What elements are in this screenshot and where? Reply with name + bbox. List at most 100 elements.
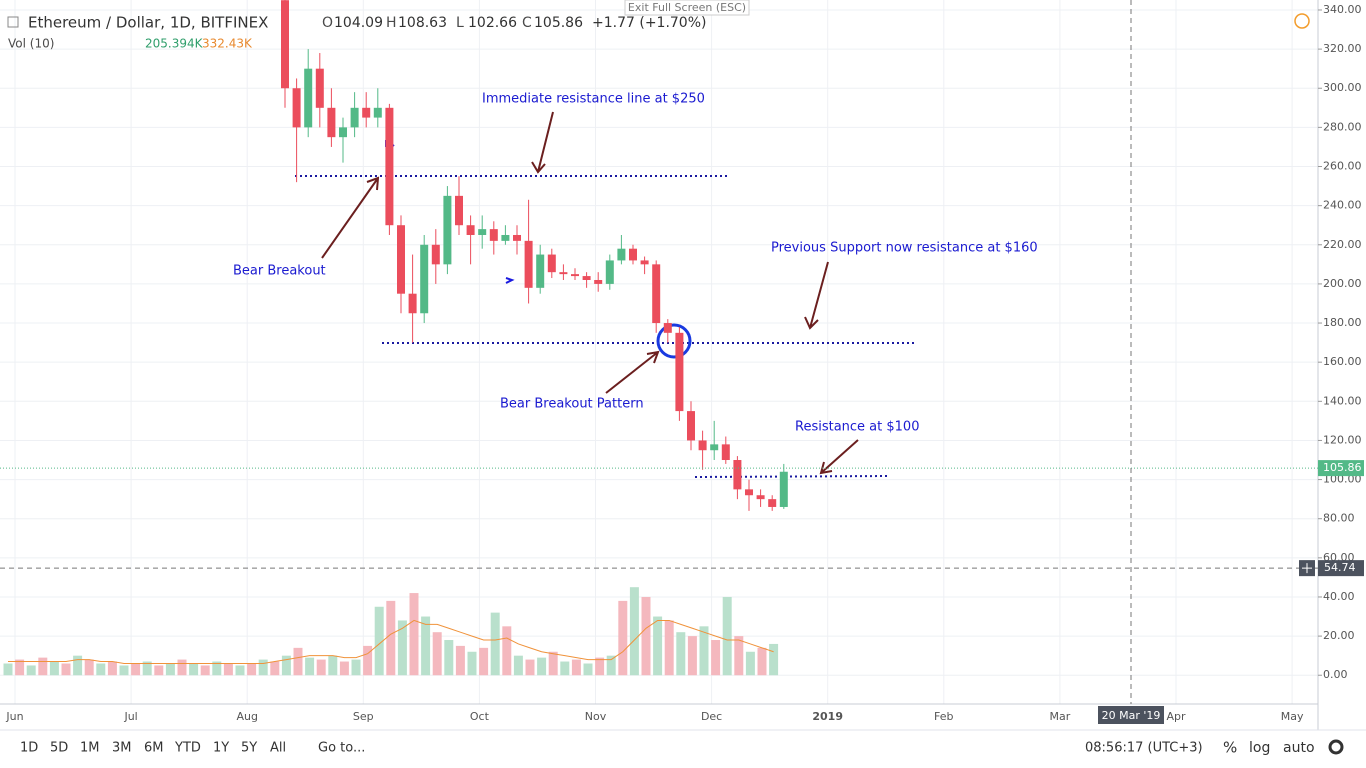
candle-body <box>431 244 440 265</box>
auto-toggle[interactable]: auto <box>1283 740 1315 756</box>
volume-bar <box>757 647 767 676</box>
volume-bar <box>687 636 697 676</box>
volume-bar <box>629 587 639 676</box>
candle-body <box>629 248 637 261</box>
volume-ma-line <box>8 619 774 664</box>
candle-body <box>315 68 324 108</box>
ohlc-value: 102.66 <box>468 15 517 31</box>
exit-label[interactable]: Exit Full Screen (ESC) <box>628 1 746 14</box>
volume-title: Vol (10) <box>8 37 54 51</box>
annotation: Resistance at $100 <box>795 420 919 435</box>
volume-bar <box>595 657 605 676</box>
volume-bar <box>235 665 245 676</box>
candle-body <box>478 229 487 235</box>
volume-bar <box>722 596 732 676</box>
candle-body <box>710 444 719 451</box>
volume-bar <box>15 659 25 676</box>
alert-icon[interactable] <box>1294 13 1310 29</box>
volume-value: 205.394K <box>145 37 204 51</box>
volume-bar <box>49 661 59 676</box>
x-tick-label: May <box>1281 710 1304 723</box>
volume-bar <box>641 596 651 676</box>
range-button[interactable]: All <box>270 741 286 756</box>
price-axis <box>1318 0 1366 730</box>
y-tick-label: 180.00 <box>1323 316 1362 329</box>
x-tick-label: Nov <box>585 710 607 723</box>
resistance-line <box>694 475 889 478</box>
range-button[interactable]: 1M <box>80 741 100 756</box>
volume-bar <box>165 663 175 676</box>
volume-bar <box>351 659 361 676</box>
y-tick-label: 140.00 <box>1323 394 1362 407</box>
candle-body <box>733 460 742 490</box>
crosshair-box <box>1318 560 1364 577</box>
marker <box>505 277 515 284</box>
volume-bar <box>664 620 674 676</box>
range-button[interactable]: 1Y <box>213 741 229 756</box>
range-button[interactable]: YTD <box>174 741 201 756</box>
volume-bar <box>676 632 686 676</box>
candle-body <box>385 107 394 226</box>
volume-bar <box>548 651 558 676</box>
ohlc-value: 108.63 <box>398 15 447 31</box>
volume-bar <box>513 655 523 676</box>
volume-bar <box>421 616 431 676</box>
x-tick-label: Feb <box>934 710 953 723</box>
volume-bar <box>154 665 164 676</box>
volume-bar <box>502 626 512 676</box>
volume-bar <box>189 663 199 676</box>
range-button[interactable]: 5D <box>50 741 68 756</box>
volume-bar <box>537 657 547 676</box>
arrow <box>531 111 554 174</box>
settings-icon[interactable] <box>1328 739 1344 755</box>
range-button[interactable]: 1D <box>20 741 38 756</box>
volume-bar <box>84 659 94 676</box>
x-tick-label: Sep <box>353 710 374 723</box>
volume-bar <box>96 663 106 676</box>
candle-body <box>455 195 463 226</box>
volume-bar <box>200 665 210 676</box>
candle-body <box>779 471 788 507</box>
volume-bar <box>444 640 454 676</box>
candle-body <box>721 444 730 461</box>
plus-icon[interactable] <box>1302 563 1312 574</box>
log-toggle[interactable]: log <box>1249 740 1270 756</box>
volume-bar <box>386 600 396 676</box>
range-button[interactable]: 3M <box>112 741 132 756</box>
range-button[interactable]: 5Y <box>241 741 257 756</box>
candle-body <box>501 234 510 241</box>
volume-bar <box>131 663 141 676</box>
range-button[interactable]: 6M <box>144 741 164 756</box>
last-price-box <box>1318 460 1364 477</box>
candle-body <box>408 293 417 314</box>
volume-bar <box>374 606 384 676</box>
volume-bar <box>270 661 280 676</box>
arrows <box>321 111 859 475</box>
candle-body <box>524 240 533 288</box>
annotation: Bear Breakout <box>233 264 326 279</box>
volume-bar <box>409 593 419 676</box>
candle-body <box>605 260 614 284</box>
volume-bar <box>305 657 315 676</box>
overlay: 0.0020.0040.0060.0080.00100.00120.00140.… <box>0 0 1364 724</box>
candle-body <box>594 279 603 284</box>
volume-bar <box>293 647 303 676</box>
volume-bar <box>769 643 779 676</box>
legend: Ethereum / Dollar, 1D, BITFINEX Vol (10)… <box>7 13 1310 51</box>
volume-bar <box>606 655 616 676</box>
goto-button[interactable]: Go to... <box>318 741 365 756</box>
y-tick-label: 260.00 <box>1323 160 1362 173</box>
candle-body <box>536 254 545 288</box>
volume-bar <box>455 645 465 676</box>
percent-toggle[interactable]: % <box>1223 739 1237 757</box>
candle-body <box>339 127 347 138</box>
exit-button[interactable] <box>624 0 750 16</box>
y-tick-label: 280.00 <box>1323 120 1362 133</box>
volume-bar <box>653 616 663 676</box>
candle-body <box>281 0 289 89</box>
drawings <box>295 111 917 478</box>
collapse-icon[interactable] <box>7 16 19 28</box>
candle-body <box>687 411 695 441</box>
y-tick-label: 80.00 <box>1323 512 1355 525</box>
x-tick-label: Jun <box>5 710 23 723</box>
